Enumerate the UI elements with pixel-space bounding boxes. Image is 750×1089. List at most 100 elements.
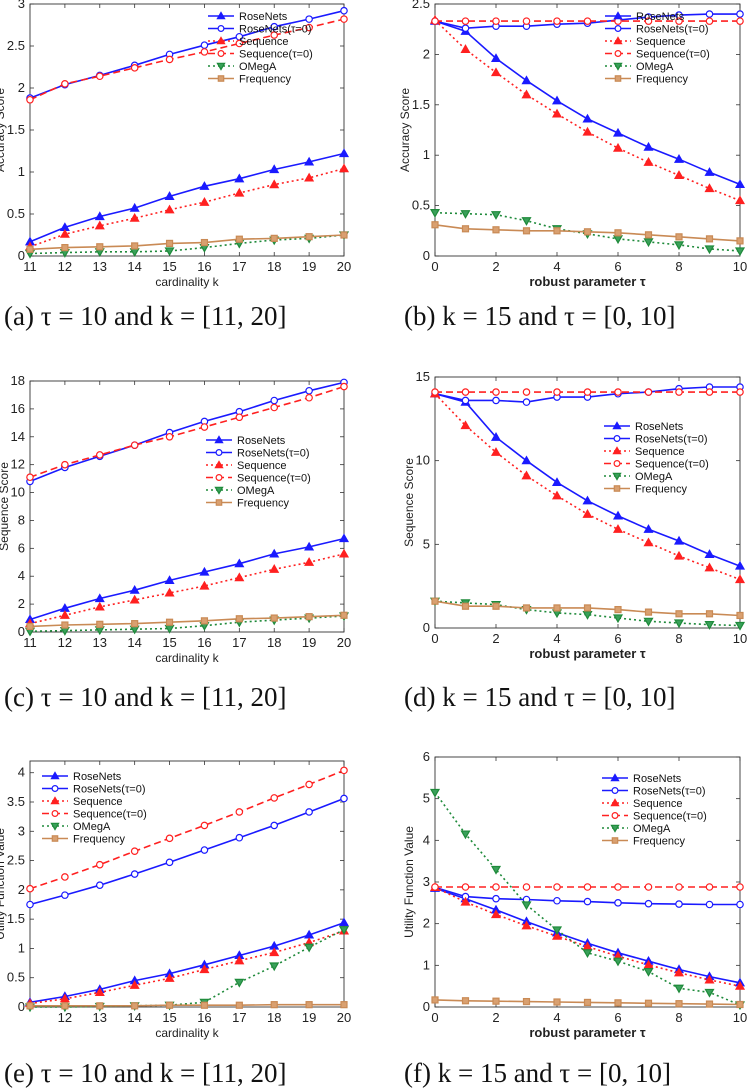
data-point [270,22,279,31]
data-point [736,900,744,909]
x-tick-label: 18 [267,1010,281,1025]
data-point [614,999,622,1007]
chart-panel-a: 0 0.5 1 1.5 2 2.5 3 11 12 13 14 15 16 17 18 19 20 cardina… [0,0,351,331]
legend-label: Sequence(τ=0) [239,49,313,61]
data-point [96,243,104,251]
data-point [675,900,683,908]
legend: RoseNetsRoseNets(τ=0)SequenceSequence(τ=… [604,421,709,496]
data-point [644,608,653,616]
series-rosenets-0 [26,378,348,486]
y-tick-label: 1 [18,164,25,179]
y-tick-label: 10 [416,453,430,468]
data-point [490,432,502,441]
series-line [29,234,345,251]
legend-label: RoseNets [239,11,288,23]
series-sequence-0 [431,388,744,396]
data-point [736,237,744,245]
data-point [270,396,279,405]
data-point [461,17,470,25]
panel-caption: (c) τ = 10 and k = [11, 20] [4,682,287,712]
x-tick-label: 18 [267,259,281,274]
data-point [582,126,593,136]
data-point [675,610,683,618]
y-tick-label: 0 [18,999,25,1014]
data-point [61,621,69,629]
data-point [583,17,592,25]
series-sequence-0 [431,17,744,25]
legend: RoseNetsRoseNets(τ=0)SequenceSequence(τ=… [208,11,313,86]
x-tick-label: 16 [197,1010,211,1025]
data-point [95,72,104,81]
legend-label: RoseNets [635,421,684,433]
plot-frame [29,760,345,1008]
data-point [165,618,174,626]
legend-label: Frequency [239,74,291,86]
legend-marker [611,787,619,794]
legend-marker [217,25,225,32]
data-point [338,163,350,173]
data-point [235,39,244,48]
y-tick-label: 16 [11,401,25,416]
data-point [522,398,531,406]
legend-marker [610,798,620,807]
data-point [673,619,685,629]
data-point [96,1002,104,1010]
x-tick-label: 4 [553,631,560,646]
y-tick-label: 1.5 [412,97,430,112]
data-point [129,594,140,604]
data-point [338,926,350,935]
y-tick-label: 0 [423,620,430,635]
y-tick-label: 14 [11,429,25,444]
data-point [461,997,470,1005]
data-point [612,127,624,137]
data-point [200,846,209,854]
data-point [461,388,470,396]
data-point [521,75,532,85]
legend-marker [612,472,622,481]
data-point [734,560,746,570]
legend-marker [216,36,226,45]
data-point [460,210,471,219]
x-tick-label: 15 [162,635,176,650]
legend-marker [50,796,60,805]
data-point [492,17,500,25]
y-tick-label: 0 [18,248,25,263]
data-point [234,558,245,568]
data-point [734,247,746,257]
x-tick-label: 10 [733,631,747,646]
legend-label: RoseNets [237,435,286,447]
data-point [304,557,315,566]
data-point [235,833,244,842]
legend-label: Sequence [636,36,686,48]
series-line [29,537,345,621]
data-point [304,156,315,166]
legend-label: Sequence(τ=0) [635,459,709,471]
data-point [431,883,439,891]
x-tick-label: 8 [675,1010,682,1025]
data-point [551,490,563,500]
data-point [614,605,622,614]
data-point [673,241,685,251]
x-tick-label: 2 [492,1010,499,1025]
data-point [61,891,69,899]
data-point [130,847,139,856]
data-point [199,580,210,590]
y-tick-label: 1 [423,147,430,162]
y-tick-label: 1 [18,940,25,955]
data-point [522,883,531,891]
data-point [551,108,563,118]
data-point [705,17,714,25]
data-point [234,572,245,582]
data-point [492,602,500,610]
data-point [644,388,653,396]
data-point [305,23,313,32]
data-point [673,535,685,545]
legend-marker [612,421,622,430]
data-point [165,858,174,867]
panel-caption: (f) k = 15 and τ = [0, 10] [404,1058,671,1088]
legend-label: Frequency [73,834,125,846]
series-sequence-0 [26,382,348,482]
data-point [644,999,653,1007]
series-line [434,393,741,581]
legend-marker [216,62,226,71]
